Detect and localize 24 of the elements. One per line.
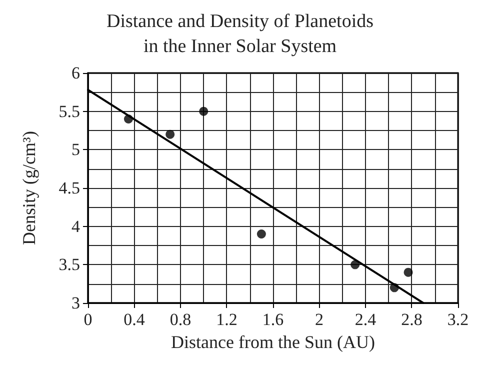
point [350,260,360,270]
y-axis-title: Density (g/cm³) [19,131,39,245]
x-tick-label: 2.8 [401,310,422,329]
x-tick-label: 2.4 [354,310,377,329]
point [256,230,266,238]
x-tick-label: 2 [315,310,324,329]
x-tick-label: 3.2 [447,310,469,329]
chart-title: Distance and Density of Planetoids in the Inner Solar System [106,11,374,57]
x-tick-label: 1.6 [262,310,284,329]
x-tick-label: 1.2 [216,310,238,329]
y-tick-label: 3 [72,294,80,312]
y-tick-label: 4.5 [58,178,80,198]
y-tick-label: 3.5 [58,255,80,274]
point [199,106,208,116]
x-axis-title: Distance from the Sun (AU) [171,332,375,352]
x-tick-label: 0.4 [124,310,146,329]
x-tick-label: 0.8 [170,310,192,329]
y-tick-label: 5.5 [58,102,80,121]
point [166,130,175,139]
y-tick-label: 4 [72,216,80,236]
x-tick-label: 0 [84,310,92,329]
point [404,268,413,277]
y-tick-label: 6 [72,64,80,82]
y-tick-label: 5 [72,140,80,160]
